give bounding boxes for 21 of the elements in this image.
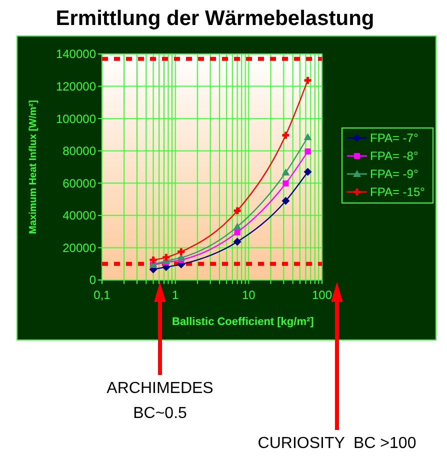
text: ARCHIMEDES BC~0.5 — [106, 380, 214, 422]
x-tick-label: 1 — [172, 288, 179, 302]
x-tick-label: 10 — [242, 288, 256, 302]
y-tick-label: 20000 — [62, 240, 96, 255]
y-tick-label: 140000 — [56, 47, 96, 62]
y-tick-label: 60000 — [62, 176, 96, 190]
legend-label: FPA= -8° — [370, 149, 418, 164]
legend-label: FPA= -7° — [370, 131, 418, 146]
legend-label: FPA= -9° — [370, 167, 418, 182]
x-tick-label: 0,1 — [94, 288, 111, 302]
y-tick-label: 120000 — [56, 79, 96, 94]
y-tick-label: 100000 — [56, 112, 96, 126]
y-axis-title: Maximum Heat Influx [W/m²] — [28, 100, 39, 234]
legend-label: FPA= -15° — [370, 185, 426, 200]
x-tick-label: 100 — [312, 288, 332, 302]
chart-title: Ermittlung der Wärmebelastung — [56, 7, 374, 30]
text: CURIOSITY BC >100 — [258, 435, 416, 452]
y-tick-label: 80000 — [62, 144, 96, 158]
x-axis-title: Ballistic Coefficient [kg/m²] — [172, 316, 314, 328]
y-tick-label: 0 — [89, 273, 96, 288]
y-tick-label: 40000 — [62, 208, 96, 223]
